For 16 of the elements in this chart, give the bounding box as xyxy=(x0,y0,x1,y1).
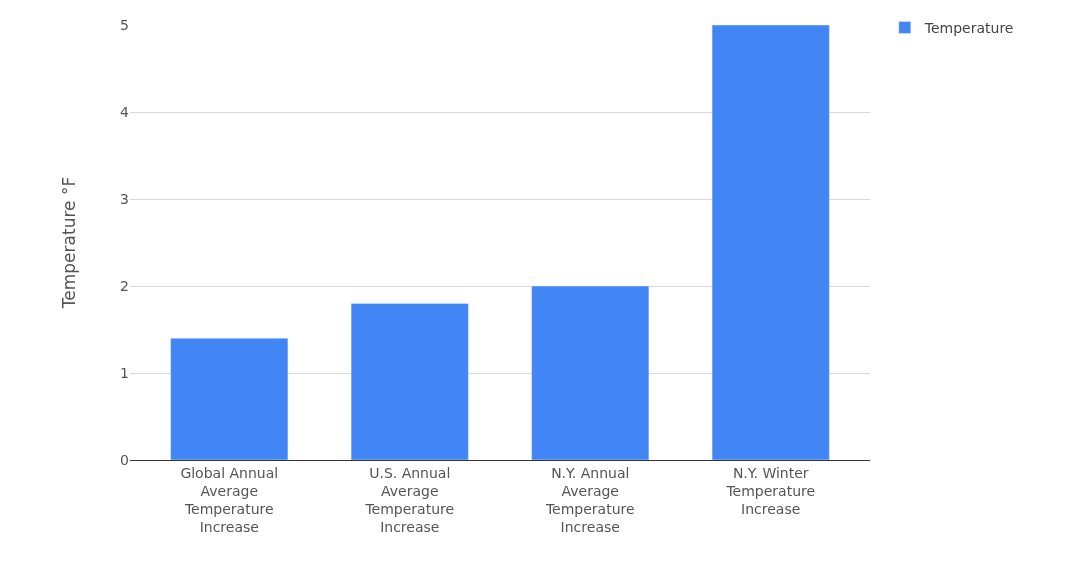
bar xyxy=(350,303,469,460)
x-tick-label: U.S. Annual Average Temperature Increase xyxy=(364,464,455,536)
x-tick-label: Global Annual Average Temperature Increase xyxy=(180,464,279,536)
y-tick-label: 0 xyxy=(120,451,129,468)
x-tick-label: N.Y. Annual Average Temperature Increase xyxy=(544,464,635,536)
y-tick-label: 3 xyxy=(120,190,129,207)
bar xyxy=(711,25,830,460)
legend-label: Temperature xyxy=(923,20,1014,37)
y-tick-label: 1 xyxy=(120,364,129,381)
x-tick-label: N.Y. Winter Temperature Increase xyxy=(725,464,816,518)
y-tick-label: 5 xyxy=(120,16,129,33)
y-axis-title: Temperature °F xyxy=(58,176,79,310)
bar xyxy=(531,285,650,460)
bar xyxy=(170,337,289,460)
y-tick-label: 4 xyxy=(120,103,130,120)
y-tick-label: 2 xyxy=(120,277,129,294)
